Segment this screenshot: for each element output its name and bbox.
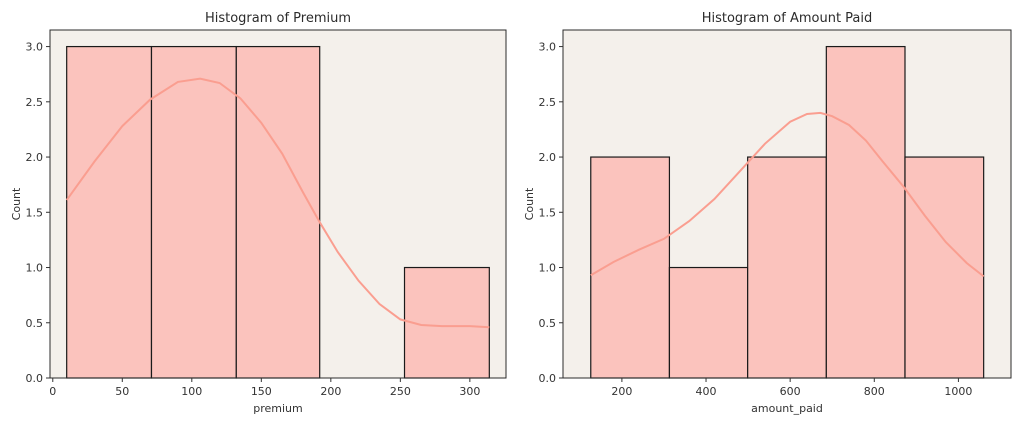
histogram-bar [235, 45, 321, 379]
y-tick-label: 0.5 [26, 317, 44, 330]
y-tick-label: 0.0 [539, 372, 557, 385]
amount-paid-histogram: 0.0 0.5 1.0 1.5 2.0 2.5 3.0 200 400 600 800 1000 His… [523, 11, 1012, 415]
histogram-bar [668, 266, 749, 379]
y-axis-label: Count [523, 187, 536, 220]
kde-curve [65, 77, 490, 329]
y-tick-label: 0.0 [26, 372, 44, 385]
y-tick-label: 1.0 [539, 262, 557, 275]
kde-curve [590, 111, 985, 278]
x-tick-label: 200 [611, 385, 632, 398]
chart-title: Histogram of Amount Paid [702, 11, 873, 26]
x-tick-label: 1000 [944, 385, 972, 398]
y-tick-label: 3.0 [539, 41, 557, 54]
y-tick-label: 1.5 [26, 206, 44, 219]
y-tick-label: 2.5 [539, 96, 557, 109]
x-tick-label: 50 [115, 385, 129, 398]
plot-frame [562, 29, 1012, 379]
x-tick-label: 300 [459, 385, 480, 398]
y-tick-label: 0.5 [539, 317, 557, 330]
plot-frame [49, 29, 507, 379]
chart-title: Histogram of Premium [205, 11, 351, 26]
histogram-bar [403, 266, 490, 379]
y-tick-label: 3.0 [26, 41, 44, 54]
premium-histogram: 0.0 0.5 1.0 1.5 2.0 2.5 3.0 0 50 100 150 200 250 300 H… [10, 11, 507, 415]
x-tick-label: 100 [181, 385, 202, 398]
x-tick-label: 200 [320, 385, 341, 398]
x-tick-label: 800 [864, 385, 885, 398]
x-tick-label: 150 [251, 385, 272, 398]
x-axis-label: premium [253, 402, 303, 415]
y-tick-label: 1.5 [539, 206, 557, 219]
y-tick-label: 2.0 [26, 151, 44, 164]
histogram-bar [66, 45, 153, 379]
histogram-bar [150, 45, 237, 379]
y-tick-label: 2.5 [26, 96, 44, 109]
x-axis-label: amount_paid [751, 402, 823, 415]
y-tick-label: 2.0 [539, 151, 557, 164]
x-tick-label: 0 [49, 385, 56, 398]
x-tick-label: 600 [780, 385, 801, 398]
x-tick-label: 400 [696, 385, 717, 398]
histogram-bar [825, 45, 906, 379]
histogram-bar [747, 156, 827, 379]
y-axis-label: Count [10, 187, 23, 220]
y-tick-label: 1.0 [26, 262, 44, 275]
x-tick-label: 250 [390, 385, 411, 398]
